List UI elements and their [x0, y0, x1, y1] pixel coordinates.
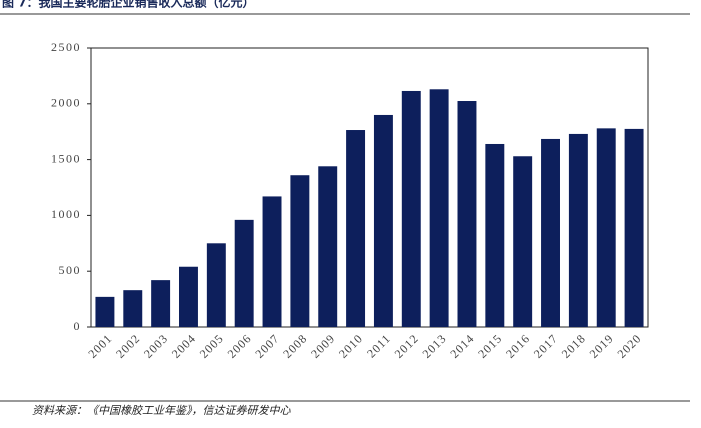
bar	[179, 266, 198, 327]
x-tick-label: 2005	[197, 331, 227, 361]
x-tick-label: 2013	[419, 331, 449, 361]
bar	[318, 166, 338, 327]
bar	[596, 128, 616, 327]
x-tick-label: 2014	[447, 331, 477, 361]
bar	[429, 89, 449, 328]
x-tick-label: 2007	[252, 331, 282, 361]
x-tick-label: 2011	[364, 331, 393, 360]
x-tick-label: 2008	[280, 331, 310, 361]
chart-title: 图 7：我国主要轮胎企业销售收入总额（亿元）	[2, 0, 255, 10]
bar	[373, 114, 393, 328]
bar	[457, 101, 477, 327]
bar	[234, 219, 254, 327]
x-tick-label: 2018	[559, 331, 589, 361]
bar	[513, 156, 533, 327]
bar	[401, 90, 421, 327]
bar	[123, 290, 143, 327]
bar	[206, 243, 226, 327]
bar	[290, 175, 310, 327]
x-tick-label: 2003	[141, 331, 171, 361]
bar	[541, 138, 560, 327]
bar	[568, 133, 588, 327]
x-tick-label: 2012	[392, 331, 422, 361]
plot-frame	[90, 47, 649, 328]
x-tick-label: 2002	[113, 331, 143, 361]
bar	[485, 143, 505, 327]
x-tick-label: 2015	[475, 331, 505, 361]
y-tick-label: 1000	[51, 207, 81, 221]
y-tick-label: 1500	[51, 151, 81, 165]
bar	[151, 280, 171, 327]
x-tick-label: 2016	[503, 331, 533, 361]
y-tick-label: 0	[74, 319, 82, 333]
x-tick-label: 2019	[587, 331, 617, 361]
bar	[346, 130, 366, 327]
x-tick-label: 2017	[531, 331, 561, 361]
bar	[95, 296, 115, 327]
x-tick-label: 2010	[336, 331, 366, 361]
x-tick-label: 2001	[85, 331, 115, 361]
y-tick-label: 2000	[51, 96, 81, 110]
x-tick-label: 2006	[225, 331, 255, 361]
source-note: 资料来源：《中国橡胶工业年鉴》，信达证券研发中心	[32, 404, 291, 417]
y-tick-label: 2500	[51, 40, 81, 54]
bar	[624, 128, 644, 327]
bar	[262, 196, 282, 327]
x-tick-label: 2009	[308, 331, 338, 361]
x-tick-label: 2020	[614, 331, 644, 361]
y-tick-label: 500	[59, 263, 82, 277]
x-tick-label: 2004	[169, 331, 199, 361]
